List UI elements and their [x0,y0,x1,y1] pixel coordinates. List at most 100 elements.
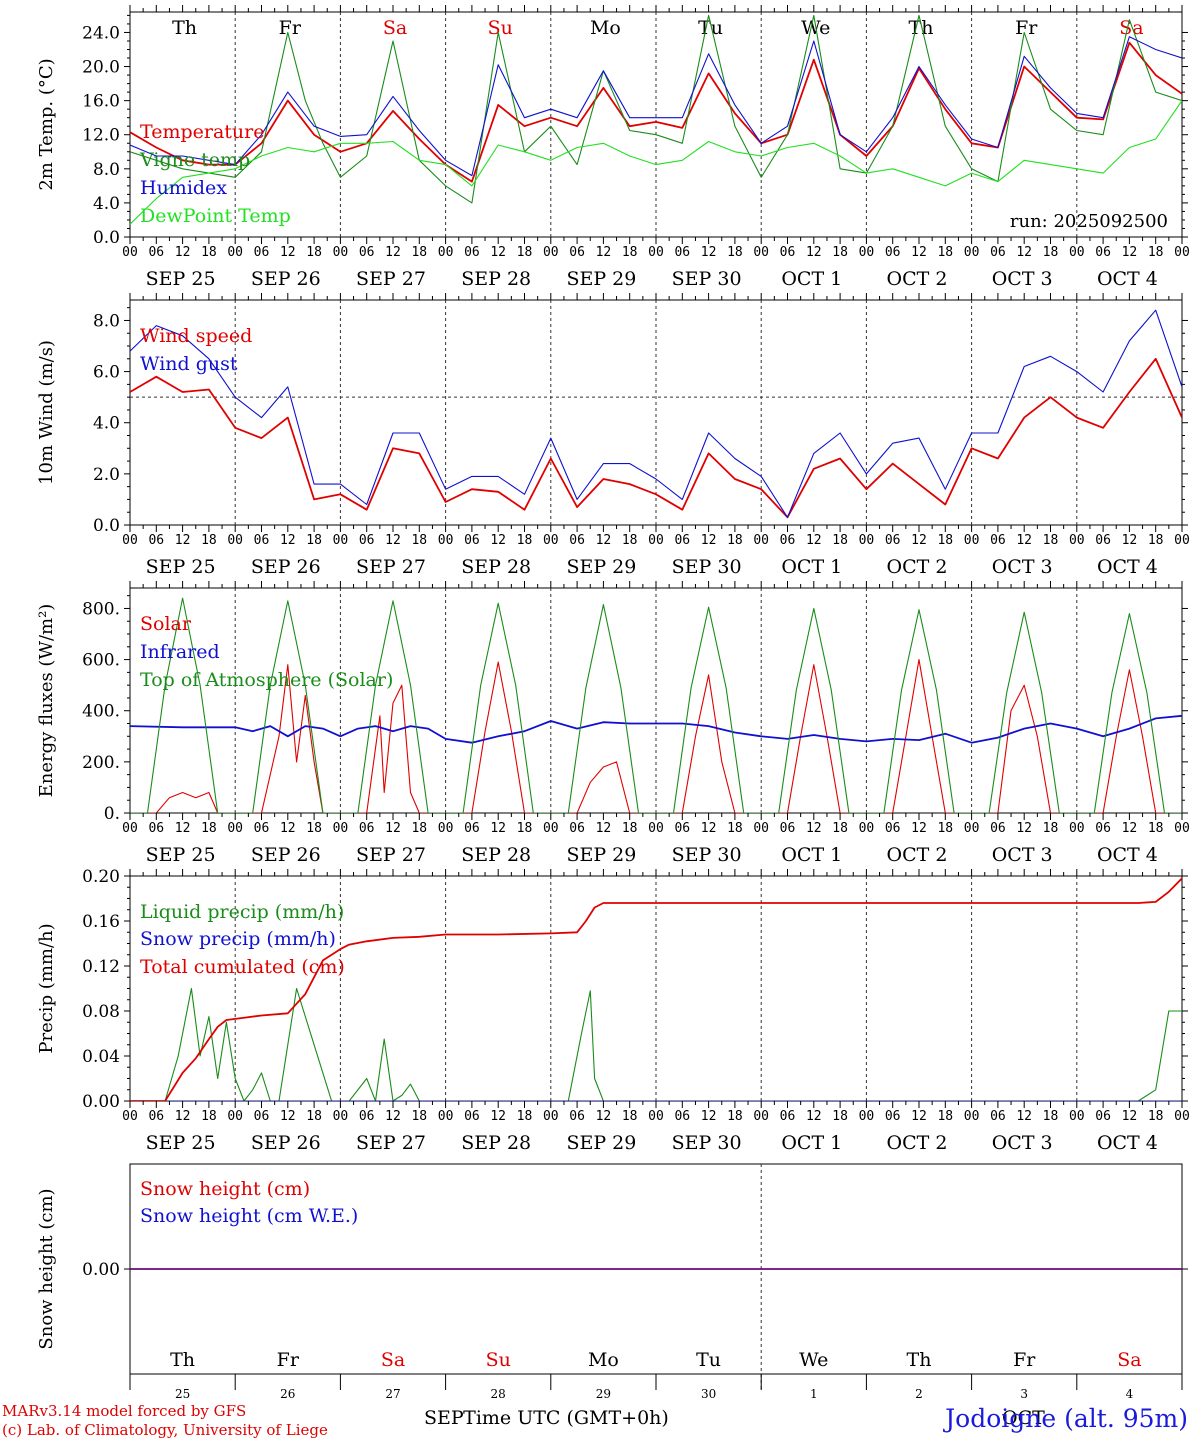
x-date-label: SEP 25 [146,556,216,578]
x-hour-label: 00 [122,821,138,836]
x-hour-label: 06 [569,1109,585,1124]
x-hour-label: 18 [517,821,533,836]
x-date-label: SEP 29 [566,844,636,866]
x-hour-label: 06 [674,821,690,836]
x-date-label: SEP 25 [146,1132,216,1154]
series-line-1 [130,659,1182,813]
x-date-label: SEP 27 [356,1132,426,1154]
x-hour-label: 06 [990,533,1006,548]
x-hour-label: 06 [359,533,375,548]
x-hour-label: 12 [175,821,191,836]
x-hour-label: 00 [753,245,769,260]
y-tick-label: 24.0 [82,23,120,43]
x-date-label: OCT 4 [1097,844,1158,866]
x-date-label: OCT 4 [1097,556,1158,578]
x-hour-label: 06 [464,533,480,548]
x-hour-label: 06 [1095,533,1111,548]
x-date-label: OCT 2 [887,268,948,290]
x-hour-label: 00 [227,245,243,260]
x-hour-label: 12 [175,1109,191,1124]
x-hour-label: 12 [806,533,822,548]
x-hour-label: 12 [596,533,612,548]
x-hour-label: 12 [1122,245,1138,260]
x-hour-label: 18 [1043,821,1059,836]
x-hour-label: 00 [227,1109,243,1124]
y-tick-label: 4.0 [93,194,120,214]
x-hour-label: 00 [227,533,243,548]
weekday-label: Su [488,17,513,39]
weekday-label: Sa [383,17,407,39]
x-hour-label: 06 [780,1109,796,1124]
x-date-label: SEP 26 [251,556,321,578]
x-date-label: OCT 3 [992,1132,1053,1154]
legend-entry: Infrared [140,641,220,663]
x-date-label: SEP 25 [146,844,216,866]
day-number-label: 25 [175,1387,190,1401]
x-hour-label: 00 [648,821,664,836]
x-hour-label: 18 [622,821,638,836]
x-hour-label: 12 [385,245,401,260]
x-hour-label: 00 [122,1109,138,1124]
x-hour-label: 12 [596,245,612,260]
y-tick-label: 600. [82,651,120,671]
y-tick-label: 0.0 [93,228,120,248]
x-date-label: SEP 26 [251,1132,321,1154]
weekday-label: Sa [1117,1349,1141,1371]
x-hour-label: 18 [411,245,427,260]
x-hour-label: 18 [937,533,953,548]
month-right: OCT [1002,1407,1045,1429]
y-tick-label: 400. [82,702,120,722]
x-hour-label: 12 [911,1109,927,1124]
station-name: Jodoigne (alt. 95m) [942,1404,1188,1433]
weekday-label: Tu [696,1349,721,1371]
x-hour-label: 06 [1095,821,1111,836]
x-hour-label: 00 [964,245,980,260]
x-hour-label: 00 [753,821,769,836]
x-hour-label: 00 [1174,821,1190,836]
x-hour-label: 18 [306,533,322,548]
x-hour-label: 18 [1043,245,1059,260]
x-hour-label: 00 [438,533,454,548]
weekday-label: Th [172,17,197,39]
legend-entry: Snow precip (mm/h) [140,928,336,950]
day-number-label: 30 [701,1387,716,1401]
x-hour-label: 12 [806,245,822,260]
series-line-2 [130,309,1182,518]
legend-entry: Temperature [140,121,264,143]
x-hour-label: 12 [385,1109,401,1124]
y-axis-label: 10m Wind (m/s) [36,340,57,485]
x-hour-label: 12 [911,821,927,836]
x-date-label: SEP 28 [461,844,531,866]
weekday-label: Tu [698,17,723,39]
x-hour-label: 12 [596,1109,612,1124]
series-line-2 [130,714,1182,744]
x-date-label: OCT 4 [1097,1132,1158,1154]
x-date-label: OCT 2 [887,844,948,866]
weekday-label: Fr [277,1349,300,1371]
x-hour-label: 00 [438,245,454,260]
x-hour-label: 18 [411,533,427,548]
x-hour-label: 18 [832,1109,848,1124]
x-hour-label: 06 [254,533,270,548]
legend-entry: Solar [140,613,192,635]
x-date-label: SEP 26 [251,268,321,290]
x-date-label: SEP 30 [672,844,742,866]
x-date-label: OCT 3 [992,844,1053,866]
x-hour-label: 06 [885,245,901,260]
x-hour-label: 06 [148,533,164,548]
x-hour-label: 12 [280,821,296,836]
series-line-3 [130,36,1182,177]
y-tick-label: 8.0 [93,160,120,180]
x-hour-label: 06 [990,821,1006,836]
x-hour-label: 06 [674,245,690,260]
weekday-label: Sa [1119,17,1143,39]
x-date-label: OCT 2 [887,556,948,578]
legend-entry: Snow height (cm W.E.) [140,1205,358,1227]
x-hour-label: 12 [1016,245,1032,260]
y-tick-label: 20.0 [82,58,120,78]
series-line-1 [130,357,1182,519]
legend-entry: Top of Atmosphere (Solar) [140,669,393,691]
x-date-label: OCT 2 [887,1132,948,1154]
x-hour-label: 12 [175,533,191,548]
